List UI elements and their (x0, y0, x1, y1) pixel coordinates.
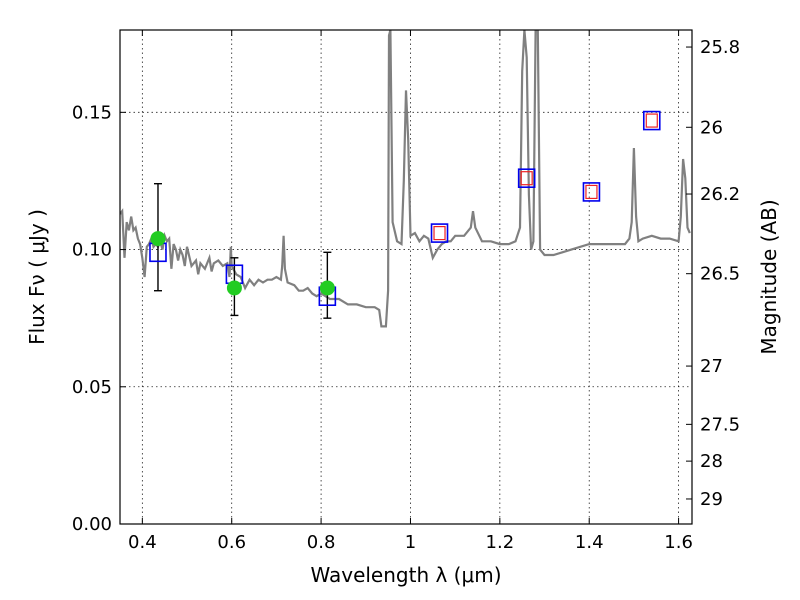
x-tick-label: 1.6 (664, 532, 693, 553)
y2-tick-label: 27 (700, 356, 723, 377)
x-axis-label: Wavelength λ (μm) (310, 563, 501, 587)
y2-tick-label: 27.5 (700, 414, 740, 435)
y2-tick-label: 28 (700, 451, 723, 472)
y2-tick-label: 26.2 (700, 184, 740, 205)
model-photometry-box (430, 223, 449, 243)
x-tick-label: 1 (405, 532, 416, 553)
y2-tick-label: 26.5 (700, 264, 740, 285)
observed-photometry-box (645, 113, 658, 128)
observed-point (226, 280, 242, 296)
model-spectrum (120, 30, 691, 328)
y-tick-label: 0.10 (72, 240, 112, 261)
y-tick-label: 0.05 (72, 377, 112, 398)
observed-photometry-box (433, 225, 446, 241)
y2-tick-label: 26 (700, 117, 723, 138)
observed-point (319, 280, 335, 296)
y2-tick-label: 29 (700, 489, 723, 510)
model-photometry-box (582, 182, 601, 202)
axes: 0.4 0.6 0.8 1 1.2 1.4 1.6 0.00 0.05 0.10 0.15 25.8 2… (72, 30, 740, 553)
plot-frame (119, 29, 693, 525)
y-axis-label: Flux Fν ( μJy ) (25, 209, 49, 345)
spectrum-line (120, 30, 691, 328)
model-photometry-box (517, 168, 536, 188)
y-tick-label: 0.15 (72, 102, 112, 123)
y-tick-label: 0.00 (72, 514, 112, 535)
x-tick-label: 0.8 (307, 532, 336, 553)
x-tick-label: 1.2 (486, 532, 515, 553)
x-tick-label: 1.4 (575, 532, 604, 553)
observed-point (150, 231, 166, 247)
y2-tick-label: 25.8 (700, 37, 740, 58)
model-photometry-box (642, 110, 661, 131)
observed-photometry-box (585, 184, 598, 200)
observed-photometry-box (520, 171, 533, 186)
observed-points (150, 231, 335, 296)
x-tick-label: 0.6 (217, 532, 246, 553)
x-tick-label: 0.4 (128, 532, 157, 553)
y2-axis-label: Magnitude (AB) (757, 199, 781, 354)
